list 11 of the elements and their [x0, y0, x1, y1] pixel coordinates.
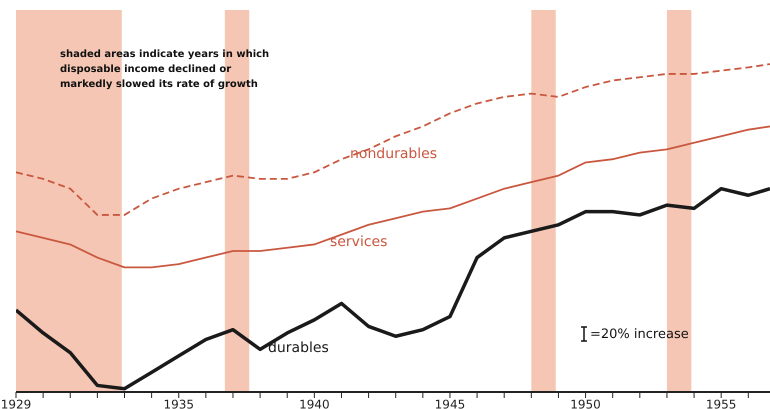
x-tick-label: 1950 [570, 398, 601, 409]
x-tick-label: 1940 [299, 398, 330, 409]
series-label: durables [268, 340, 329, 356]
x-tick-label: 1935 [163, 398, 194, 409]
x-tick-label: 1945 [434, 398, 466, 409]
x-tick-label: 1929 [0, 398, 32, 409]
series-label: nondurables [350, 146, 438, 162]
annotation: shaded areas indicate years in which disposable income declined or markedly slowed its rate of growth [60, 48, 270, 92]
series-label: services [330, 234, 388, 250]
annotation: =20% increase [590, 326, 689, 342]
x-tick-label: 1955 [706, 398, 736, 409]
